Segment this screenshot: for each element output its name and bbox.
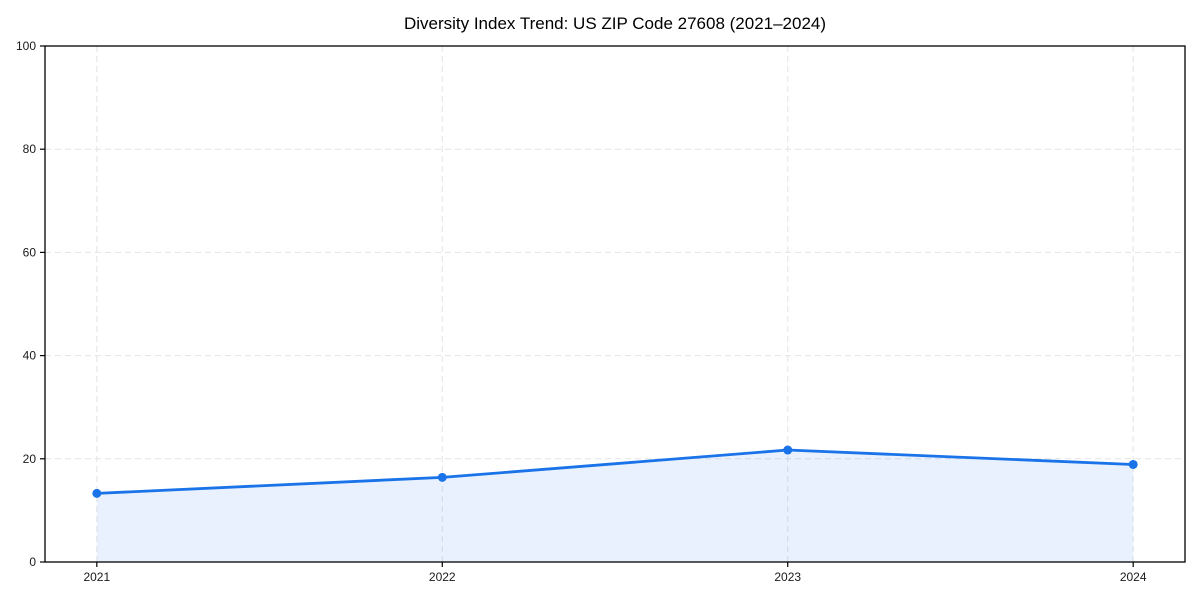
x-axis-tick-label: 2022 bbox=[429, 570, 456, 584]
y-axis-tick-label: 40 bbox=[23, 349, 37, 363]
series-layer bbox=[92, 445, 1138, 562]
data-point-marker bbox=[92, 488, 102, 498]
y-axis-tick-label: 80 bbox=[23, 142, 37, 156]
plot-frame bbox=[44, 45, 1186, 563]
y-axis-tick-label: 60 bbox=[23, 245, 37, 259]
data-point-marker bbox=[437, 472, 447, 482]
trend-line bbox=[95, 448, 1135, 495]
y-axis-tick-label: 0 bbox=[29, 555, 36, 569]
frame-layer bbox=[44, 45, 1186, 563]
tick-layer: 0 20 40 60 80 100 2021 2022 2023 2024 bbox=[16, 39, 1147, 584]
y-axis-tick-label: 20 bbox=[23, 452, 37, 466]
y-axis-tick-label: 100 bbox=[16, 39, 36, 53]
data-point-marker bbox=[1128, 459, 1138, 469]
x-axis-tick-label: 2024 bbox=[1120, 570, 1147, 584]
chart-title: Diversity Index Trend: US ZIP Code 27608… bbox=[404, 14, 826, 33]
area-fill bbox=[96, 450, 1134, 562]
x-axis-tick-label: 2023 bbox=[774, 570, 801, 584]
x-axis-tick-label: 2021 bbox=[83, 570, 110, 584]
data-point-marker bbox=[783, 445, 793, 455]
